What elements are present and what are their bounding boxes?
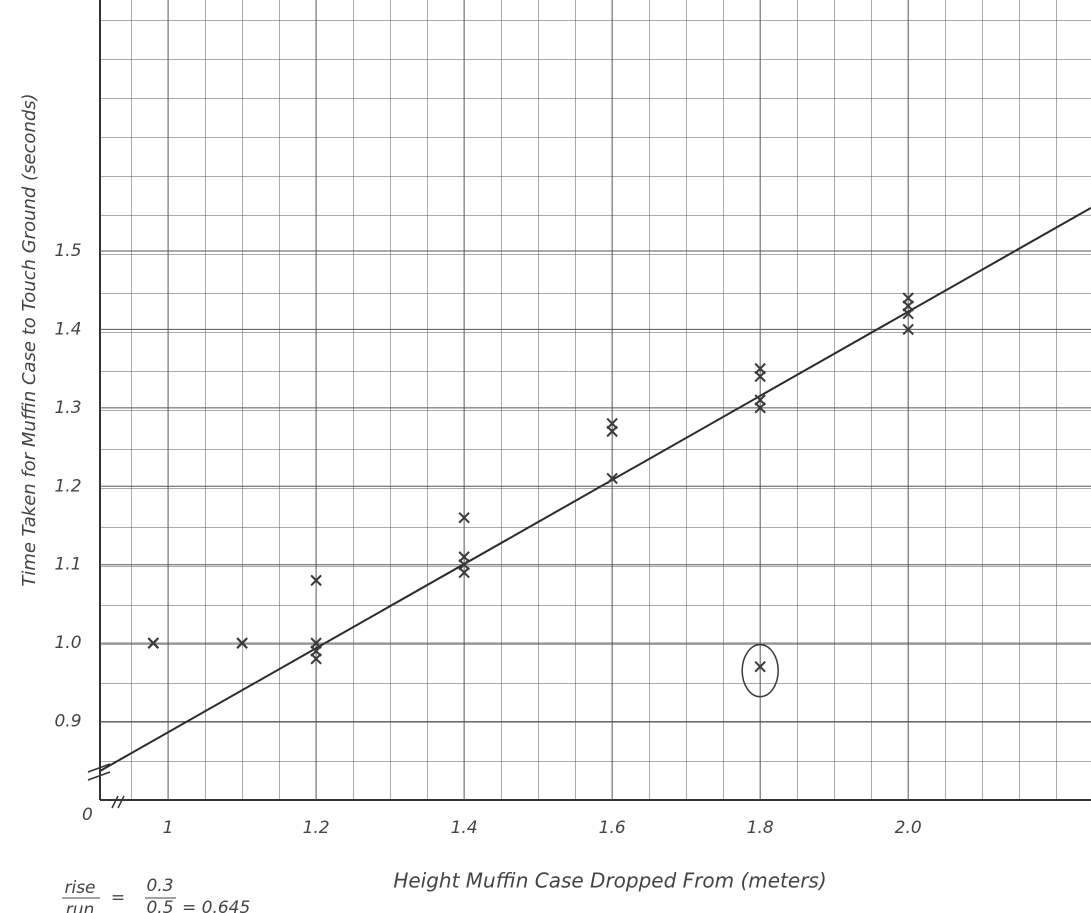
y-tick-label: 1.5 xyxy=(54,241,81,261)
y-tick-label: 1.1 xyxy=(54,555,81,575)
y-tick-label: 1.3 xyxy=(54,398,81,418)
slope-result: = 0.645 xyxy=(182,898,250,913)
page: 0 Height Muffin Case Dropped From (meter… xyxy=(0,0,1091,913)
x-tick-label: 1.4 xyxy=(451,818,478,838)
x-tick-label: 2.0 xyxy=(895,818,922,838)
x-tick-label: 1.8 xyxy=(747,818,774,838)
x-tick-label: 1.2 xyxy=(303,818,330,838)
chart: 0 Height Muffin Case Dropped From (meter… xyxy=(0,0,1091,913)
y-tick-label: 0.9 xyxy=(54,712,81,732)
slope-numerator: 0.3 xyxy=(146,876,173,896)
y-tick-label: 1.2 xyxy=(54,476,81,496)
equals: = xyxy=(111,888,125,908)
x-tick-label: 1.6 xyxy=(599,818,626,838)
slope-denominator: 0.5 xyxy=(146,898,173,913)
slope-rise: rise xyxy=(64,878,95,898)
y-tick-label: 1.4 xyxy=(54,319,81,339)
origin-label: 0 xyxy=(82,805,93,825)
y-axis-label: Time Taken for Muffin Case to Touch Grou… xyxy=(19,93,40,586)
x-tick-label: 1 xyxy=(163,818,174,838)
x-axis-label: Height Muffin Case Dropped From (meters) xyxy=(393,869,826,893)
slope-run: run xyxy=(66,900,95,913)
y-tick-label: 1.0 xyxy=(54,633,81,653)
grid-paper xyxy=(100,0,1091,800)
